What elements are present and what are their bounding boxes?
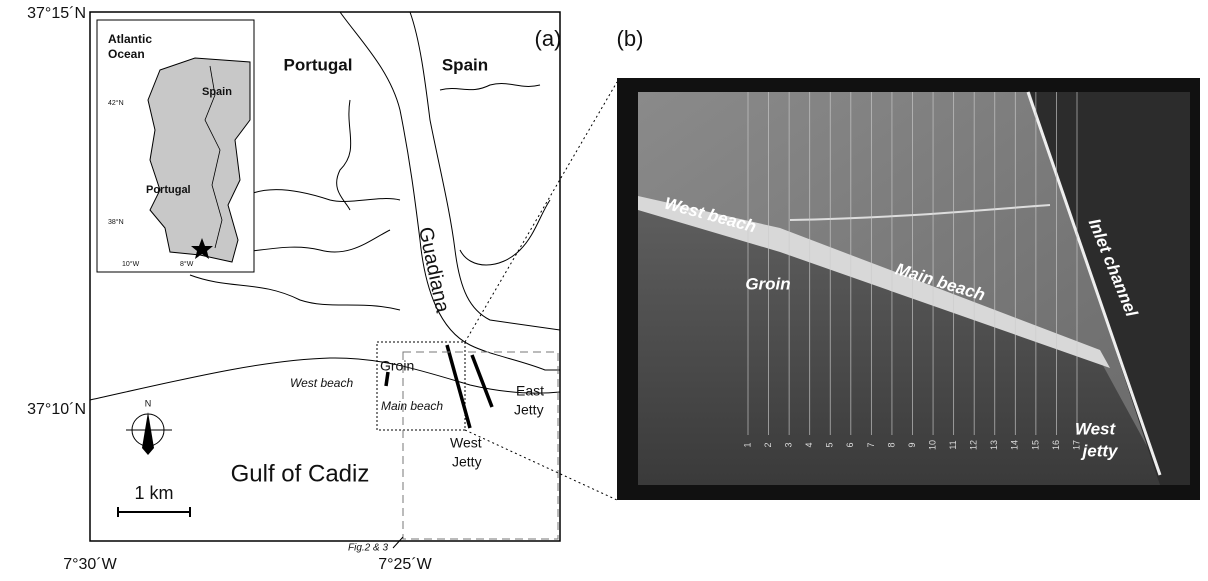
scale-label: 1 km [134, 483, 173, 503]
place-label: Jetty [452, 454, 482, 470]
place-label: Groin [380, 358, 414, 374]
inset-label: Atlantic [108, 32, 152, 46]
place-label: Main beach [381, 399, 443, 413]
north-label: N [145, 398, 152, 408]
inset-coord: 10°W [122, 260, 140, 268]
transect-number: 16 [1051, 440, 1061, 450]
panel-label: (a) [535, 26, 562, 51]
transect-number: 2 [763, 442, 773, 447]
transect-number: 9 [907, 442, 917, 447]
inset-label: Ocean [108, 47, 145, 61]
figure: Atlantic Ocean Spain Portugal 42°N 38°N … [0, 0, 1208, 576]
transect-number: 8 [886, 442, 896, 447]
transect-number: 13 [989, 440, 999, 450]
transect-number: 14 [1010, 440, 1020, 450]
inset-label: Spain [202, 86, 232, 98]
transect-number: 3 [784, 442, 794, 447]
lon-label: 7°30´W [63, 556, 117, 573]
inset-coord: 8°W [180, 260, 194, 268]
inset-coord: 42°N [108, 99, 124, 107]
lon-label: 7°25´W [378, 556, 432, 573]
transect-number: 5 [825, 442, 835, 447]
country-label: Portugal [284, 55, 353, 74]
transect-number: 10 [927, 440, 937, 450]
place-label: Jetty [514, 402, 544, 418]
photo-label: Groin [745, 274, 790, 293]
transect-number: 17 [1071, 440, 1081, 450]
transect-number: 4 [804, 442, 814, 447]
photo-label: jetty [1081, 441, 1120, 460]
place-label: West beach [290, 376, 353, 390]
place-label: West [450, 435, 482, 451]
lat-label: 37°15´N [27, 5, 86, 22]
transect-number: 11 [948, 440, 958, 449]
inset-coord: 38°N [108, 218, 124, 226]
photo-label: West [1075, 419, 1117, 438]
transect-number: 15 [1030, 440, 1040, 450]
sea-label: Gulf of Cadiz [231, 460, 370, 487]
lat-label: 37°10´N [27, 401, 86, 418]
transect-number: 7 [866, 442, 876, 447]
country-label: Spain [442, 55, 488, 74]
transect-number: 1 [742, 442, 752, 447]
panel-label: (b) [617, 26, 644, 51]
transect-number: 12 [969, 440, 979, 450]
transect-number: 6 [845, 442, 855, 447]
place-label: East [516, 383, 544, 399]
inset-label: Portugal [146, 184, 191, 196]
reference-label: Fig.2 & 3 [348, 543, 388, 554]
